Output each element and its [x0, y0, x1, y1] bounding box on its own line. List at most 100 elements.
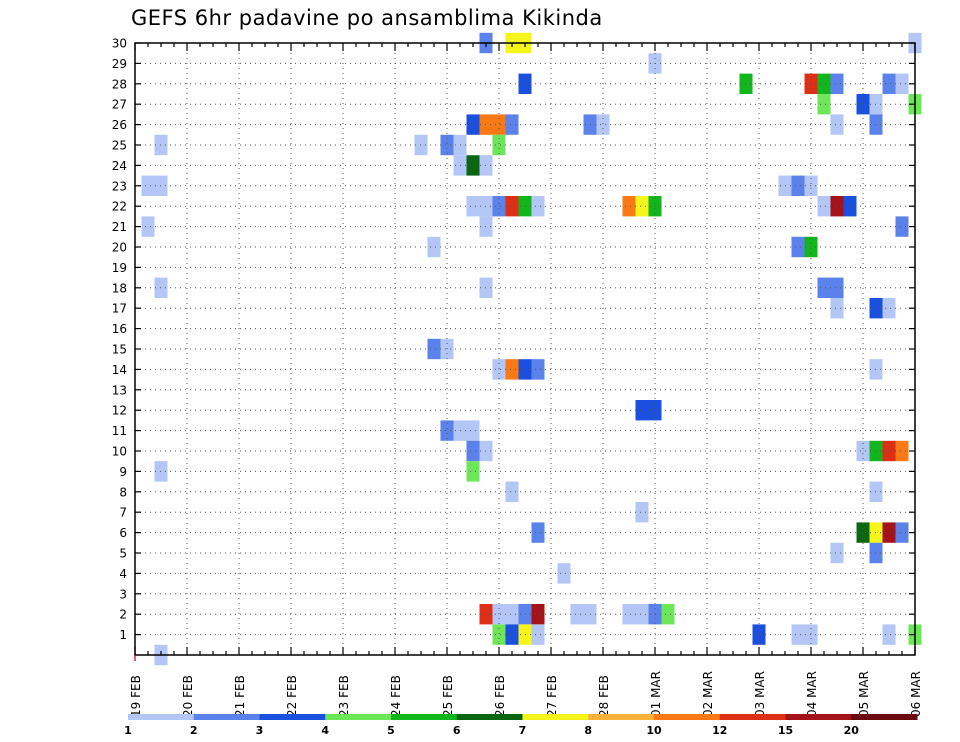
heatmap-cell	[856, 440, 870, 462]
heatmap-cell	[531, 522, 545, 543]
heatmap-cell	[557, 563, 571, 584]
heatmap-cell	[635, 400, 649, 421]
heatmap-cell	[830, 542, 844, 564]
y-tick-label: 9	[119, 465, 127, 479]
y-tick-label: 29	[112, 57, 127, 71]
colorbar-label: 2	[190, 724, 198, 737]
colorbar-swatch	[259, 714, 326, 720]
heatmap-cell	[505, 359, 519, 380]
y-tick-label: 11	[112, 424, 127, 438]
heatmap-cell	[531, 604, 545, 625]
colorbar-swatch	[851, 714, 918, 720]
heatmap-cell	[635, 196, 649, 217]
heatmap-cell	[427, 236, 441, 258]
heatmap-cell	[440, 420, 454, 441]
heatmap-cell	[492, 196, 506, 217]
heatmap-cell	[531, 359, 545, 380]
x-tick-label: 20 FEB	[181, 675, 195, 717]
colorbar-label: 10	[646, 724, 662, 737]
heatmap-cell	[817, 277, 831, 298]
heatmap-cell	[882, 440, 896, 462]
y-tick-label: 4	[119, 567, 127, 581]
heatmap-cell	[505, 604, 519, 625]
heatmap-cell	[895, 522, 909, 543]
heatmap-cell	[505, 114, 519, 135]
x-tick-label: 04 MAR	[805, 671, 819, 717]
x-tick-label: 03 MAR	[753, 671, 767, 717]
heatmap-cell	[830, 73, 844, 94]
x-tick-label: 21 FEB	[233, 675, 247, 717]
y-tick-label: 26	[112, 118, 127, 132]
heatmap-cell	[505, 624, 519, 645]
heatmap-cell	[882, 624, 896, 645]
heatmap-cell	[466, 196, 480, 217]
chart-title: GEFS 6hr padavine po ansamblima Kikinda	[131, 6, 603, 30]
colorbar-swatch	[719, 714, 786, 720]
y-tick-label: 3	[119, 587, 127, 601]
axis-ticks: 1234567891011121314151617181920212223242…	[112, 37, 923, 718]
heatmap-cell	[622, 196, 636, 217]
x-tick-label: 26 FEB	[493, 675, 507, 717]
heatmap-cell	[882, 73, 896, 94]
y-tick-label: 2	[119, 608, 127, 622]
heatmap-cell	[817, 73, 831, 94]
heatmap-cell	[882, 522, 896, 543]
colorbar-swatch	[785, 714, 852, 720]
heatmap-cell	[791, 175, 805, 196]
y-tick-label: 28	[112, 77, 127, 91]
heatmap-cell	[466, 155, 480, 176]
heatmap-cell	[635, 502, 649, 523]
heatmap-cell	[570, 604, 584, 625]
heatmap-cell	[141, 175, 155, 196]
y-tick-label: 14	[112, 363, 127, 377]
heatmap-cell	[622, 604, 636, 625]
x-tick-label: 28 FEB	[597, 675, 611, 717]
heatmap-cell	[492, 134, 506, 156]
x-tick-label: 22 FEB	[285, 675, 299, 717]
y-tick-label: 23	[112, 179, 127, 193]
y-tick-label: 30	[112, 37, 127, 51]
x-tick-label: 19 FEB	[129, 675, 143, 717]
heatmap-cell	[505, 481, 519, 502]
heatmap-cell	[830, 298, 844, 319]
grid-lines	[135, 42, 915, 655]
heatmap-cell	[505, 196, 519, 217]
heatmap-cell	[830, 277, 844, 298]
heatmap-cell	[492, 114, 506, 135]
heatmap-cell	[466, 114, 480, 135]
y-tick-label: 27	[112, 98, 127, 112]
heatmap-cell	[661, 604, 675, 625]
y-tick-label: 1	[119, 628, 127, 642]
y-tick-label: 5	[119, 547, 127, 561]
y-tick-label: 20	[112, 241, 127, 255]
x-tick-label: 23 FEB	[337, 675, 351, 717]
y-tick-label: 18	[112, 281, 127, 295]
heatmap-cell	[895, 440, 909, 462]
heatmap-cells	[141, 32, 922, 666]
colorbar-label: 12	[712, 724, 727, 737]
colorbar-swatch	[391, 714, 458, 720]
colorbar-label: 1	[124, 724, 132, 737]
heatmap-cell	[440, 134, 454, 156]
y-tick-label: 19	[112, 261, 127, 275]
y-tick-label: 24	[112, 159, 127, 173]
heatmap-cell	[752, 624, 766, 645]
colorbar-label: 6	[453, 724, 461, 737]
y-tick-label: 13	[112, 383, 127, 397]
heatmap-cell	[492, 359, 506, 380]
colorbar-swatch	[654, 714, 721, 720]
colorbar-label: 15	[778, 724, 793, 737]
y-tick-label: 22	[112, 200, 127, 214]
heatmap-cell	[466, 420, 480, 441]
x-tick-label: 06 MAR	[909, 671, 923, 717]
heatmap-cell	[466, 440, 480, 462]
heatmap-cell	[466, 461, 480, 482]
heatmap-cell	[856, 522, 870, 543]
heatmap-cell	[492, 604, 506, 625]
colorbar-label: 5	[387, 724, 395, 737]
colorbar-label: 20	[844, 724, 860, 737]
colorbar-swatch	[325, 714, 392, 720]
heatmap-cell	[635, 604, 649, 625]
heatmap-cell	[791, 236, 805, 258]
